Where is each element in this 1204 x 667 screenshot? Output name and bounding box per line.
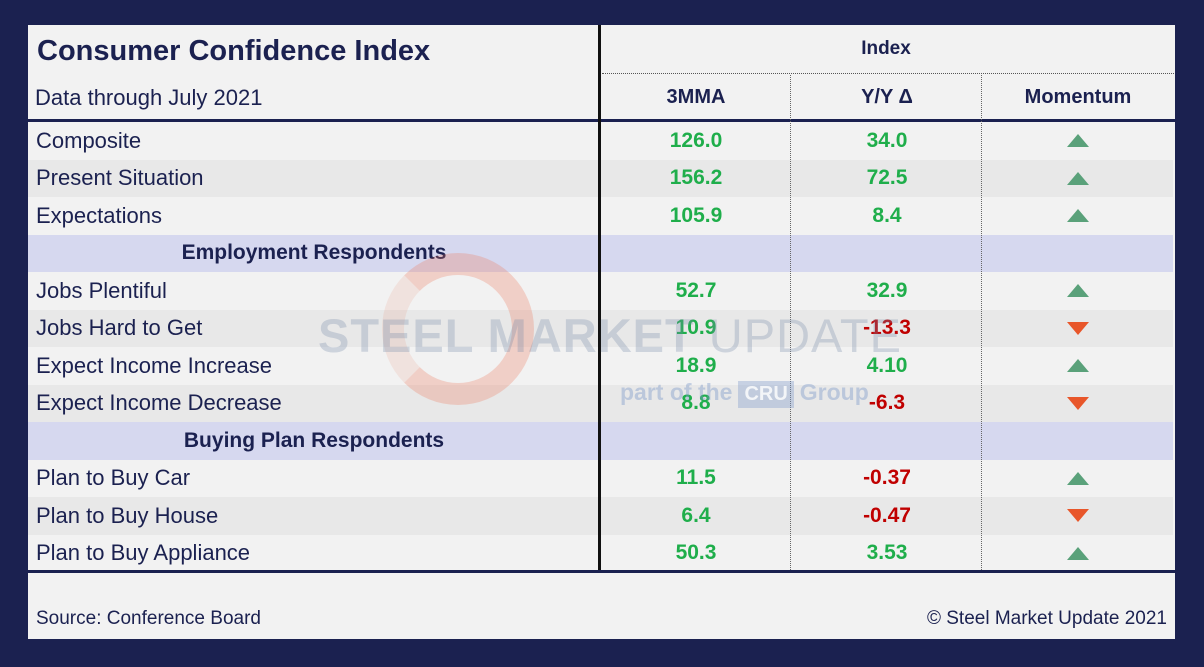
value-yoy-change: 4.10 [866, 353, 908, 377]
momentum-up-icon [1067, 359, 1089, 373]
header-left: Consumer Confidence Index Data through J… [28, 25, 600, 120]
column-divider [790, 75, 791, 572]
row-label: Present Situation [36, 165, 204, 191]
label-column-divider [598, 25, 601, 572]
momentum-cell [982, 385, 1174, 423]
value-yoy-change: -6.3 [868, 391, 906, 415]
value-3mma: 8.8 [681, 391, 711, 415]
data-date-subtitle: Data through July 2021 [35, 85, 263, 110]
value-3mma: 105.9 [669, 203, 723, 227]
copyright-note: © Steel Market Update 2021 [926, 608, 1167, 629]
row-label: Jobs Hard to Get [36, 315, 203, 341]
momentum-up-icon [1067, 209, 1089, 223]
value-yoy-change: -13.3 [863, 316, 911, 340]
footer: Source: Conference Board © Steel Market … [28, 573, 1175, 639]
momentum-cell [982, 497, 1174, 535]
momentum-up-icon [1067, 471, 1089, 485]
momentum-up-icon [1067, 171, 1089, 185]
row-label: Plan to Buy Appliance [36, 540, 251, 566]
section-label: Employment Respondents [181, 241, 447, 265]
momentum-cell [982, 347, 1174, 385]
momentum-cell [982, 197, 1174, 235]
column-header-momentum: Momentum [1024, 86, 1132, 108]
source-note: Source: Conference Board [36, 608, 261, 629]
momentum-cell [982, 310, 1174, 348]
value-3mma: 156.2 [669, 166, 723, 190]
header-divider [28, 119, 1175, 122]
row-label: Expect Income Decrease [36, 390, 282, 416]
footer-divider [28, 570, 1175, 573]
momentum-up-icon [1067, 546, 1089, 560]
row-label: Composite [36, 127, 142, 153]
value-3mma: 6.4 [681, 503, 711, 527]
momentum-cell [982, 122, 1174, 160]
momentum-down-icon [1067, 321, 1089, 335]
momentum-down-icon [1067, 396, 1089, 410]
momentum-cell [982, 460, 1174, 498]
value-yoy-change: 3.53 [866, 541, 908, 565]
value-yoy-change: 34.0 [866, 128, 908, 152]
momentum-up-icon [1067, 134, 1089, 148]
value-3mma: 11.5 [676, 466, 716, 490]
value-yoy-change: -0.37 [863, 466, 911, 490]
row-label: Plan to Buy Car [36, 465, 191, 491]
column-divider [981, 75, 982, 572]
value-yoy-change: 32.9 [866, 278, 908, 302]
value-3mma: 126.0 [669, 128, 723, 152]
value-3mma: 52.7 [675, 278, 717, 302]
row-label: Expect Income Increase [36, 352, 273, 378]
column-header-3mma: 3MMA [666, 86, 726, 108]
momentum-cell [982, 272, 1174, 310]
value-3mma: 10.9 [675, 316, 717, 340]
value-3mma: 18.9 [675, 353, 717, 377]
value-3mma: 50.3 [675, 541, 717, 565]
value-yoy-change: -0.47 [863, 503, 911, 527]
momentum-cell [982, 535, 1174, 573]
row-label: Jobs Plentiful [36, 277, 167, 303]
index-divider [602, 73, 1174, 74]
momentum-up-icon [1067, 284, 1089, 298]
value-yoy-change: 72.5 [866, 166, 908, 190]
momentum-cell [982, 160, 1174, 198]
table-panel: Consumer Confidence Index Data through J… [28, 25, 1175, 639]
momentum-down-icon [1067, 509, 1089, 523]
row-label: Expectations [36, 202, 162, 228]
column-header-yoy: Y/Y Δ [861, 86, 913, 108]
value-yoy-change: 8.4 [872, 203, 902, 227]
section-label: Buying Plan Respondents [183, 428, 445, 452]
row-label: Plan to Buy House [36, 502, 219, 528]
index-group-header: Index [861, 38, 911, 59]
page-title: Consumer Confidence Index [37, 35, 431, 67]
